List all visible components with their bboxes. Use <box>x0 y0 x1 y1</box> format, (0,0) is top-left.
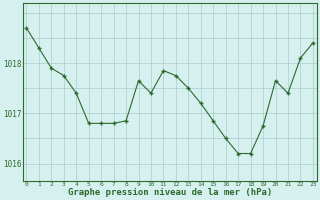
X-axis label: Graphe pression niveau de la mer (hPa): Graphe pression niveau de la mer (hPa) <box>68 188 272 197</box>
